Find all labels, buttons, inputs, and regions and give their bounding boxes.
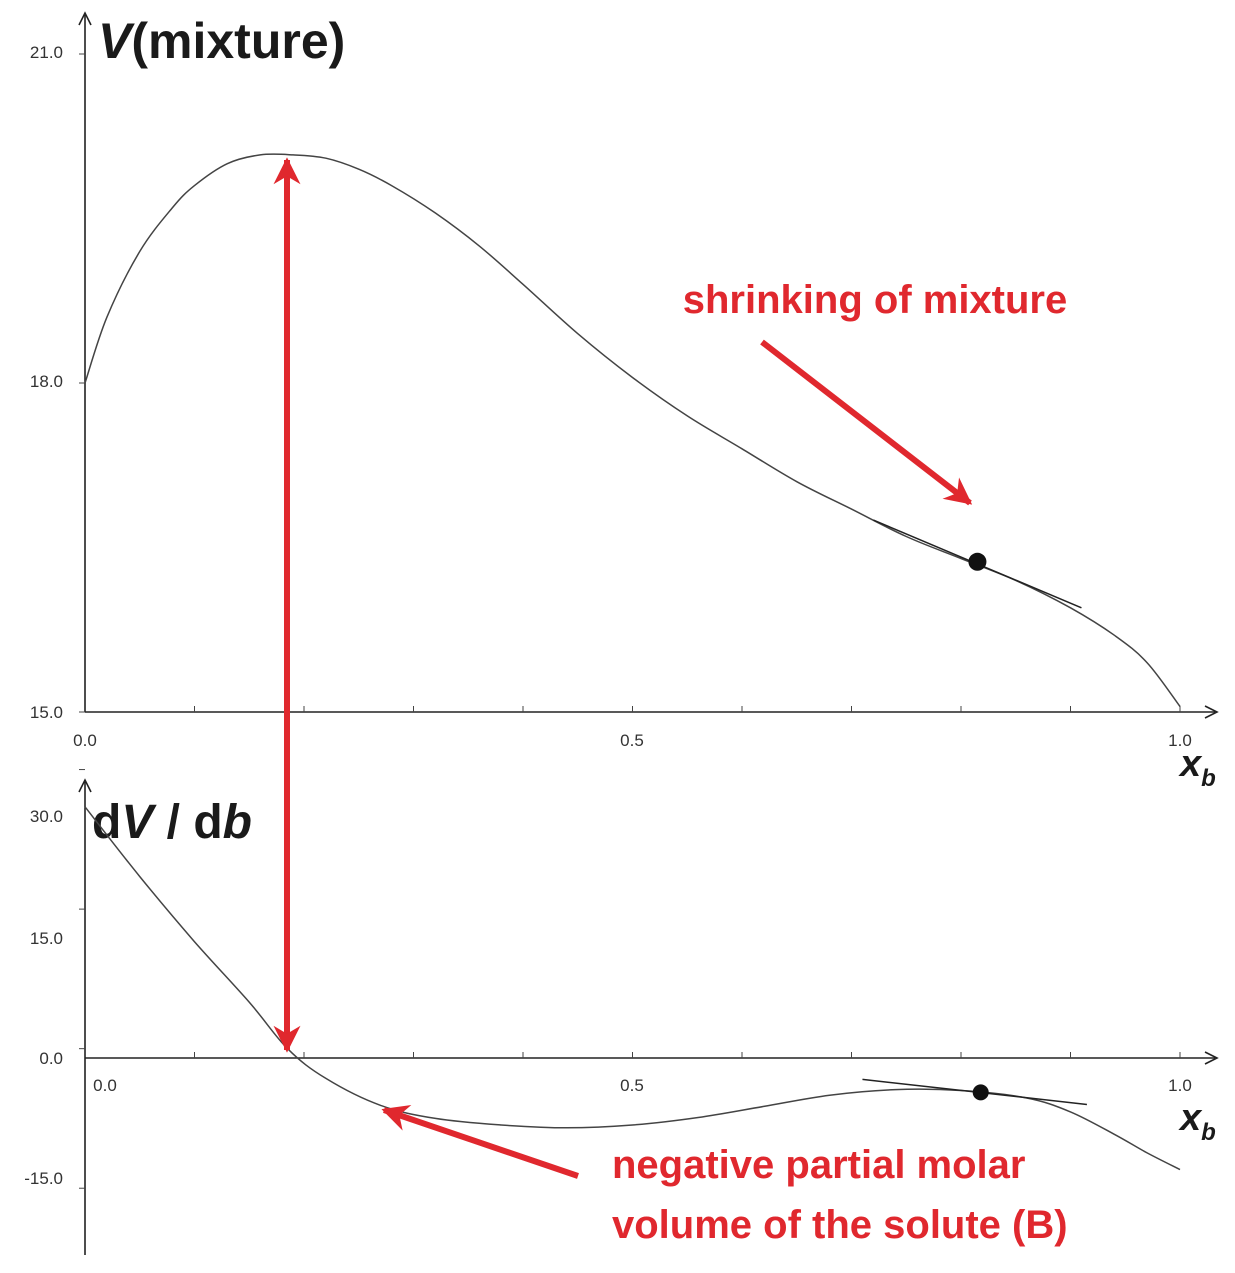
bottom-ytick-label-3: 30.0 [30,807,63,826]
bottom-xtick-label-0: 0.0 [93,1076,117,1095]
top-ylabel-rest: (mixture) [131,13,345,69]
bottom-ytick-label-2: 15.0 [30,929,63,948]
top-x-axis-arrow [1204,705,1219,719]
top-axes [78,11,1219,719]
bottom-x-axis-arrow [1204,1051,1219,1065]
bottom-ylabel-b: b [223,796,252,849]
top-ytick-label-0: 15.0 [30,703,63,722]
bottom-y-axis-arrow [78,778,92,793]
bottom-annotation-line-2: volume of the solute (B) [612,1203,1068,1247]
bottom-ylabel-v: V [121,796,157,849]
top-ylabel-v: V [98,13,135,69]
bottom-xlabel-x: x [1178,1097,1203,1139]
bottom-xlabel-sub: b [1201,1119,1216,1146]
top-annotation: shrinking of mixture [683,278,1068,322]
top-y-axis-arrow [78,11,92,26]
top-xtick-label-2: 1.0 [1168,731,1192,750]
top-x-axis-label: xb [1178,743,1216,792]
bottom-ylabel-slash: / d [153,796,222,849]
top-y-axis-label: V(mixture) [98,13,345,69]
top-ticks [79,53,1181,713]
bottom-xtick-label-2: 1.0 [1168,1076,1192,1095]
bottom-y-axis-label: dV / db [92,796,252,849]
top-annotation-arrow [760,339,973,506]
bottom-axes [78,778,1219,1255]
top-marked-point [968,552,987,571]
top-ytick-label-2: 21.0 [30,43,63,62]
top-volume-curve [84,153,1181,707]
bottom-annotation-line-1: negative partial molar [612,1143,1025,1187]
top-xlabel-sub: b [1201,765,1216,792]
bottom-marked-point [972,1084,989,1101]
bottom-annotation-arrow [381,1105,579,1179]
bottom-ytick-label-0: -15.0 [24,1169,63,1188]
top-chart: 0.0 0.5 1.0 15.0 18.0 21.0 V(mixture) xb… [30,11,1219,792]
top-xtick-label-1: 0.5 [620,731,644,750]
bottom-x-axis-label: xb [1178,1097,1216,1146]
top-ytick-label-1: 18.0 [30,372,63,391]
bottom-ytick-label-1: 0.0 [39,1049,63,1068]
top-xlabel-x: x [1178,743,1203,785]
bottom-ticks [79,769,1181,1189]
top-xtick-label-0: 0.0 [73,731,97,750]
bottom-chart: 0.0 0.5 1.0 -15.0 0.0 15.0 30.0 dV / db … [24,769,1219,1255]
bottom-xtick-label-1: 0.5 [620,1076,644,1095]
bottom-derivative-curve [84,806,1181,1171]
